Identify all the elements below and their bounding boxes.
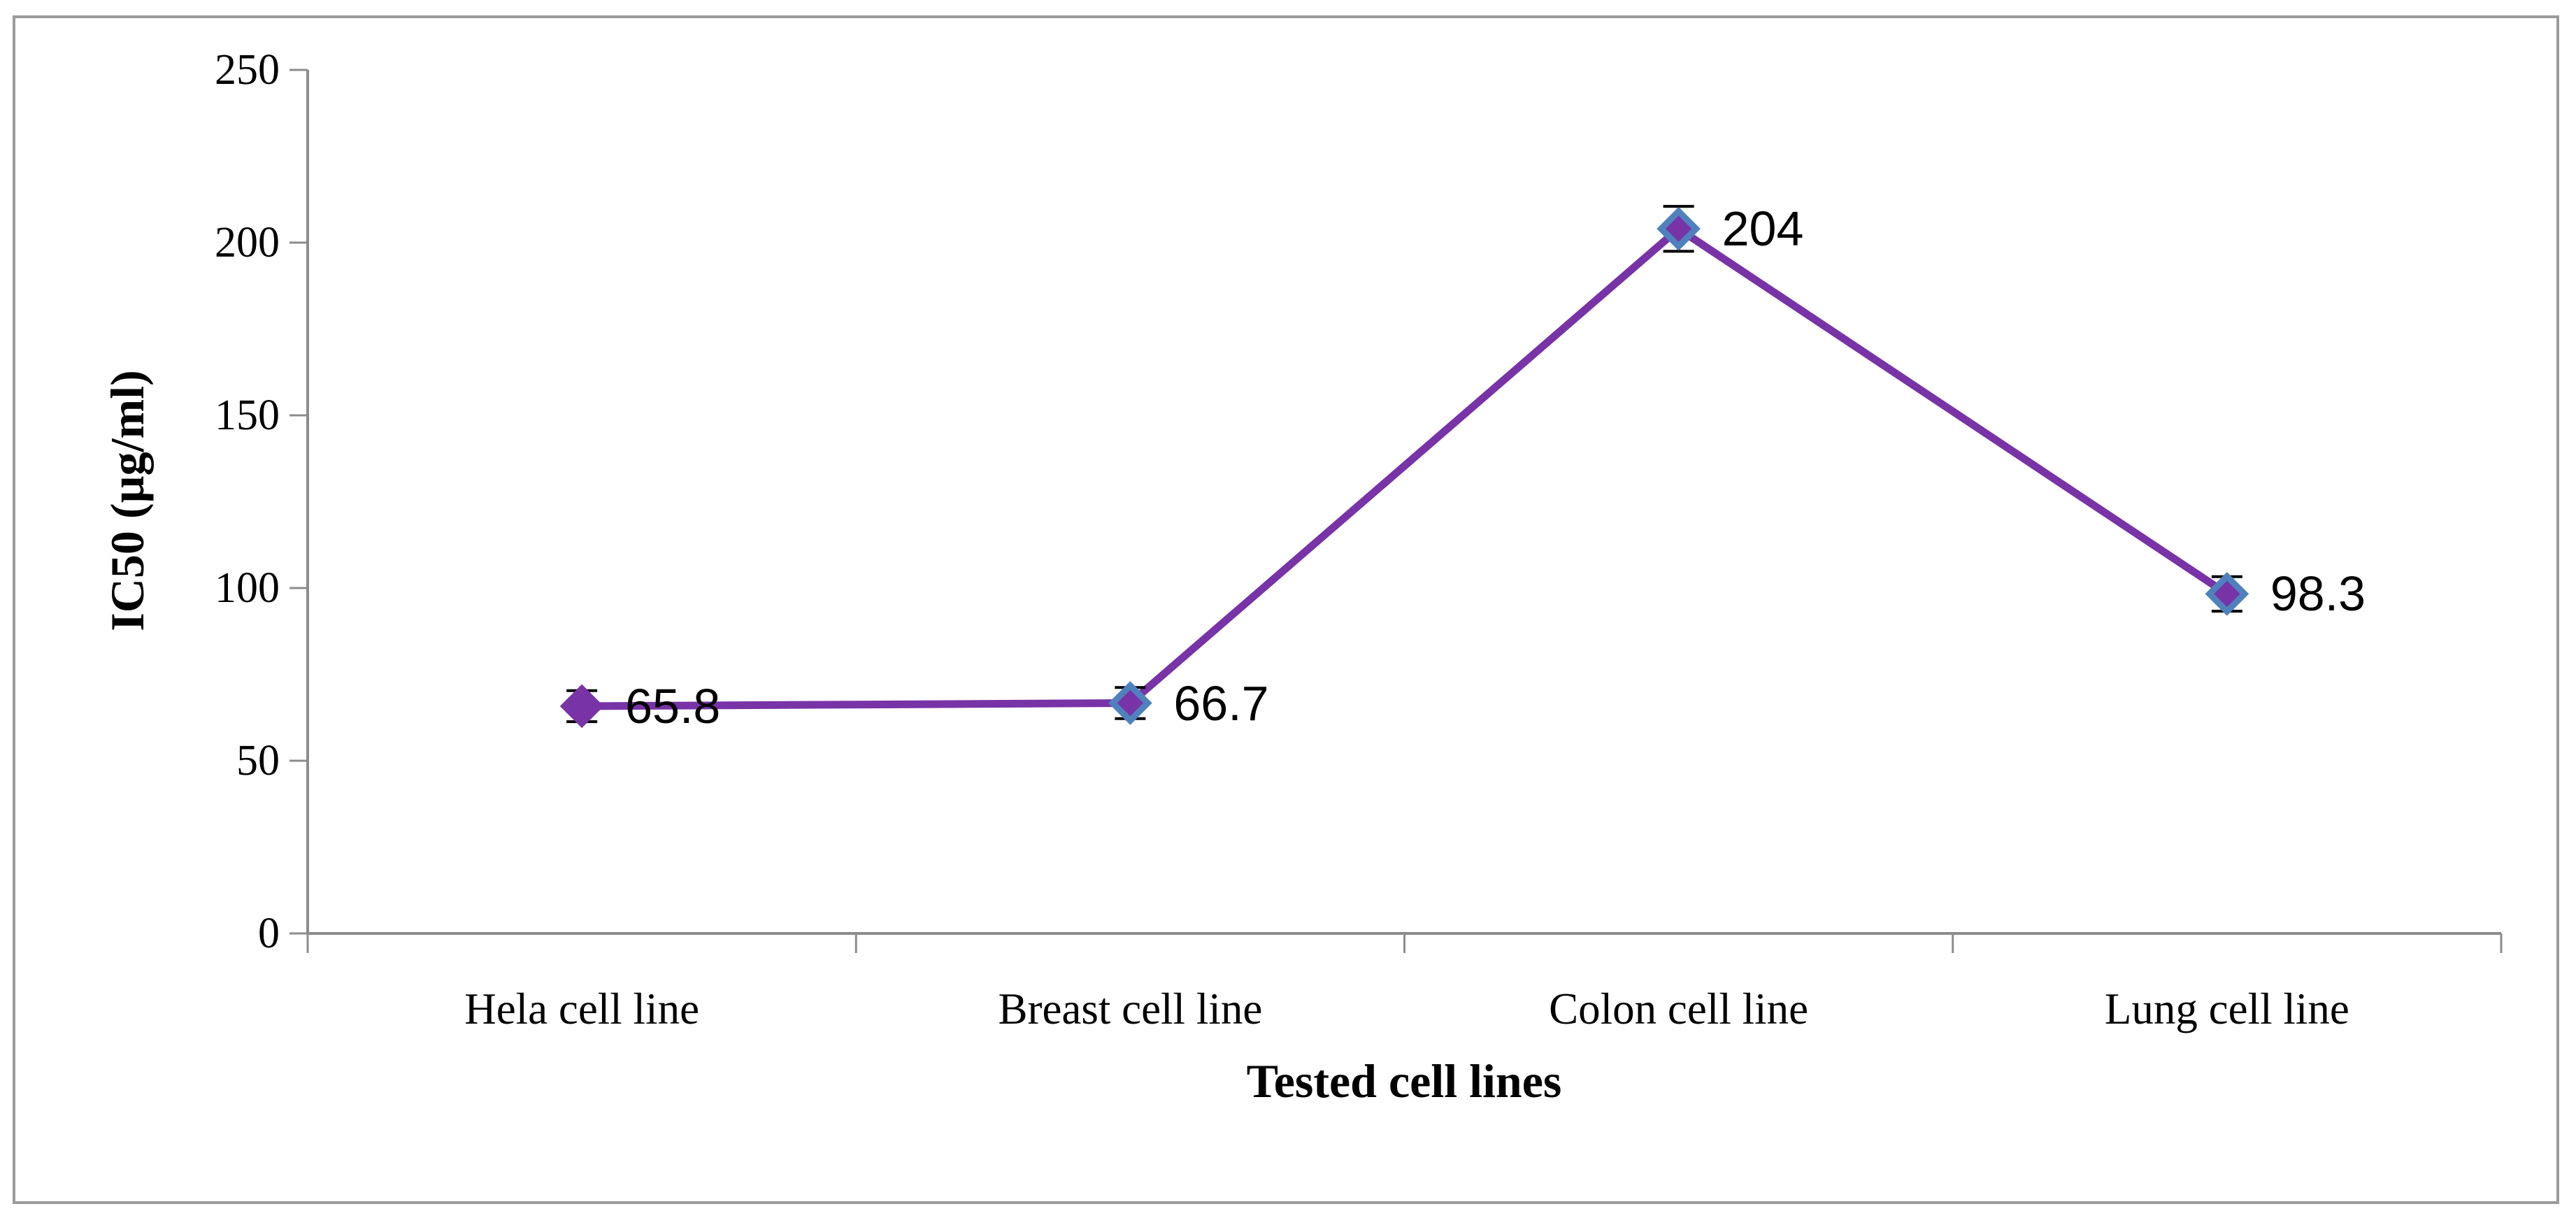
y-axis-tick-label: 200 [215,219,280,266]
y-axis-tick-label: 0 [258,910,280,957]
series-line [582,224,2229,710]
chart-area-border [13,15,2559,1204]
data-point-marker [559,684,604,729]
y-axis-tick-label: 50 [236,737,280,785]
data-point-marker [2205,572,2249,616]
data-point-label: 65.8 [625,678,721,733]
x-axis-category-label: Hela cell line [464,984,700,1033]
y-axis-title-text: IC50 (µg/ml) [101,370,154,631]
x-axis-category-label: Breast cell line [998,984,1263,1033]
data-point-marker [1108,681,1152,725]
y-axis-tick-label: 150 [215,392,280,439]
y-axis-tick-label: 250 [215,46,280,94]
x-axis-category-label: Lung cell line [2104,984,2349,1033]
data-point-marker [1656,206,1701,251]
data-point-label: 66.7 [1173,675,1269,731]
x-axis-category-label: Colon cell line [1549,984,1809,1033]
data-point-label: 204 [1722,201,1804,257]
data-point-label: 98.3 [2270,566,2366,622]
x-axis-title: Tested cell lines [1246,1054,1562,1108]
y-axis-tick-label: 100 [215,564,280,612]
